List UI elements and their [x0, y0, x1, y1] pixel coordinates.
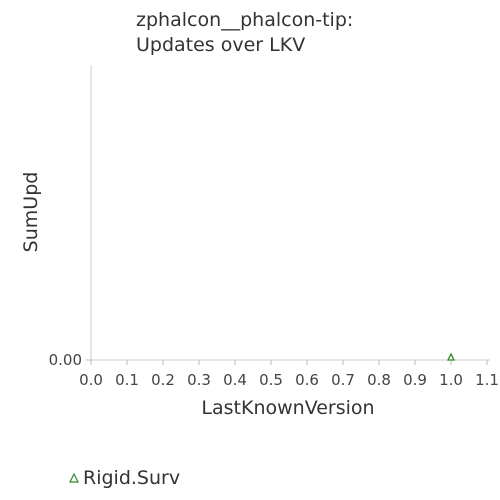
- chart-title-line-1: zphalcon__phalcon-tip:: [136, 9, 353, 31]
- legend-label: Rigid.Surv: [83, 467, 180, 489]
- x-tick-label: 0.5: [259, 371, 283, 389]
- x-tick-label: 1.0: [439, 371, 463, 389]
- x-tick-label: 0.3: [187, 371, 211, 389]
- data-point-triangle: [446, 352, 456, 361]
- x-tick-label: 0.4: [223, 371, 247, 389]
- x-tick-label: 0.2: [151, 371, 175, 389]
- y-tick-label: 0.00: [49, 351, 82, 369]
- x-tick-label: 0.9: [403, 371, 427, 389]
- legend: Rigid.Surv: [69, 467, 180, 489]
- legend-triangle-icon: [69, 472, 79, 483]
- x-tick-label: 0.0: [79, 371, 103, 389]
- y-axis-label: SumUpd: [20, 172, 42, 253]
- x-axis-label: LastKnownVersion: [201, 397, 374, 419]
- y-ticks: 0.00: [49, 351, 91, 369]
- chart-title-line-2: Updates over LKV: [136, 34, 305, 56]
- x-tick-label: 0.8: [367, 371, 391, 389]
- data-points: [446, 352, 456, 361]
- x-ticks: 0.0 0.1 0.2 0.3 0.4 0.5 0.6 0.7 0.8 0.9 1.0 1.1: [79, 360, 499, 389]
- x-tick-label: 1.1: [475, 371, 499, 389]
- x-tick-label: 0.1: [115, 371, 139, 389]
- x-tick-label: 0.6: [295, 371, 319, 389]
- x-tick-label: 0.7: [331, 371, 355, 389]
- plot-area: 0.0 0.1 0.2 0.3 0.4 0.5 0.6 0.7 0.8 0.9 1.0 1.1 0.0…: [49, 65, 499, 389]
- chart-title: zphalcon__phalcon-tip: Updates over LKV: [136, 9, 353, 56]
